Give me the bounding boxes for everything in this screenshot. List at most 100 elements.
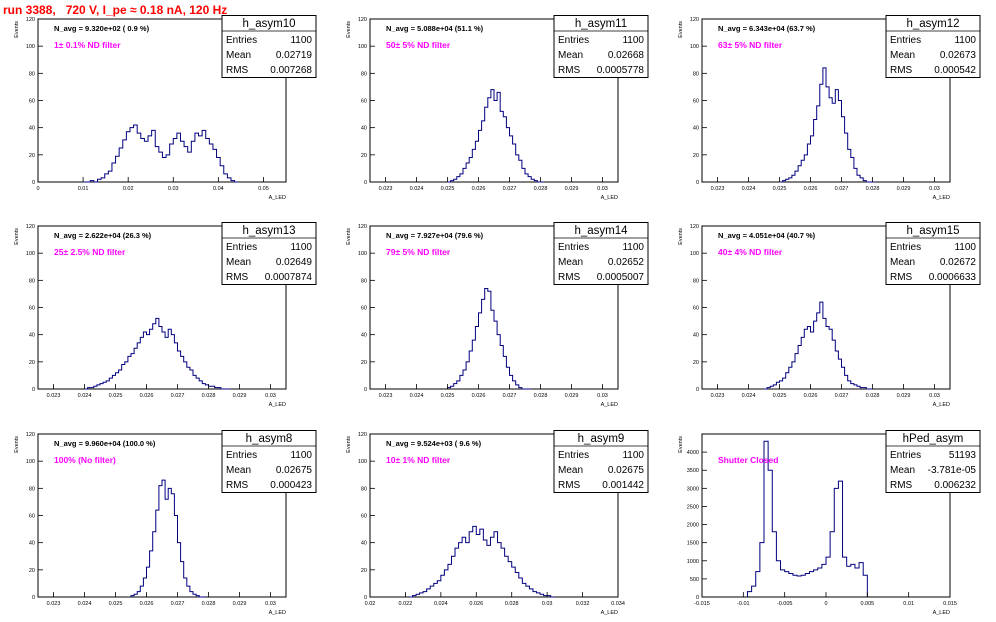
y-axis-label: Events: [346, 21, 352, 38]
x-tick-label: 0.03: [542, 601, 553, 607]
stats-rms-label: RMS: [890, 480, 913, 491]
x-tick-label: 0.024: [434, 601, 448, 607]
histogram-svg: 0.023 0.024 0.025 0.026 0.027 0.028 0.029 0.03 0…: [14, 222, 317, 408]
stats-title: h_asym12: [906, 18, 959, 30]
stats-entries-label: Entries: [890, 242, 921, 253]
y-tick-label: 80: [693, 71, 699, 77]
y-axis-label: Events: [678, 21, 684, 38]
stats-rms-value: 0.0007874: [265, 272, 313, 283]
y-tick-label: 120: [26, 17, 35, 23]
x-tick-label: 0.023: [711, 393, 725, 399]
y-tick-label: 120: [26, 224, 35, 230]
stats-mean-label: Mean: [226, 257, 251, 268]
histogram-line: [83, 124, 239, 183]
n-avg-label: N_avg = 6.343e+04 (63.7 %): [718, 24, 816, 33]
y-tick-label: 40: [693, 126, 699, 132]
x-tick-label: -0.005: [777, 601, 793, 607]
x-axis-label: A_LED: [933, 610, 950, 616]
y-tick-label: 120: [26, 432, 35, 438]
stats-rms-label: RMS: [226, 480, 249, 491]
x-tick-label: 0.027: [835, 186, 849, 192]
y-tick-label: 120: [358, 224, 367, 230]
stats-rms-value: 0.001442: [602, 480, 644, 491]
stats-rms-value: 0.0005778: [597, 65, 645, 76]
page-title: run 3388, 720 V, I_pe ≈ 0.18 nA, 120 Hz: [3, 3, 228, 17]
x-axis-label: A_LED: [269, 610, 286, 616]
stats-entries-value: 1100: [622, 450, 644, 461]
x-tick-label: 0.028: [202, 601, 216, 607]
x-tick-label: 0.023: [47, 601, 61, 607]
stats-rms-label: RMS: [226, 65, 249, 76]
y-tick-label: 20: [29, 568, 35, 574]
y-tick-label: 3500: [687, 468, 699, 474]
y-tick-label: 1500: [687, 541, 699, 547]
y-tick-label: 20: [29, 360, 35, 366]
y-tick-label: 80: [29, 71, 35, 77]
filter-label: 1± 0.1% ND filter: [54, 40, 121, 50]
stats-entries-value: 1100: [290, 450, 312, 461]
x-tick-label: 0.027: [171, 393, 185, 399]
stats-rms-label: RMS: [558, 480, 581, 491]
stats-mean-label: Mean: [890, 50, 915, 61]
x-tick-label: 0.022: [399, 601, 413, 607]
stats-rms-label: RMS: [890, 272, 913, 283]
y-tick-label: 80: [693, 278, 699, 284]
stats-box: [885, 15, 981, 78]
x-tick-label: 0.024: [78, 601, 92, 607]
histogram-pad-h_asym8: 0.023 0.024 0.025 0.026 0.027 0.028 0.029 0.03 0…: [0, 430, 330, 622]
x-tick-label: 0: [36, 186, 39, 192]
n-avg-label: N_avg = 2.622e+04 (26.3 %): [54, 231, 152, 240]
x-tick-label: 0.024: [742, 393, 756, 399]
stats-title: h_asym10: [242, 18, 295, 30]
stats-rms-value: 0.0005007: [597, 272, 645, 283]
y-tick-label: 60: [361, 99, 367, 105]
x-tick-label: 0.026: [472, 393, 486, 399]
y-tick-label: 60: [693, 99, 699, 105]
x-tick-label: 0.03: [597, 186, 608, 192]
histogram-svg: -0.015 -0.01 -0.005 0 0.005 0.01 0.015 0 500 1000…: [678, 430, 981, 616]
y-tick-label: 20: [361, 153, 367, 159]
x-tick-label: 0.025: [109, 393, 123, 399]
stats-rms-value: 0.000423: [270, 480, 312, 491]
x-tick-label: 0.025: [773, 393, 787, 399]
y-tick-label: 60: [693, 306, 699, 312]
x-tick-label: -0.01: [737, 601, 750, 607]
stats-box: [221, 430, 317, 493]
histogram-svg: 0.023 0.024 0.025 0.026 0.027 0.028 0.029 0.03 0…: [346, 222, 649, 408]
x-tick-label: 0.029: [233, 601, 247, 607]
x-tick-label: 0.01: [78, 186, 89, 192]
histogram-pad-h_asym12: 0.023 0.024 0.025 0.026 0.027 0.028 0.029 0.03 0…: [664, 15, 994, 207]
x-tick-label: 0.025: [109, 601, 123, 607]
y-tick-label: 40: [361, 541, 367, 547]
stats-entries-value: 51193: [949, 450, 977, 461]
y-tick-label: 3000: [687, 486, 699, 492]
y-axis-label: Events: [14, 228, 20, 245]
y-tick-label: 40: [361, 126, 367, 132]
stats-title: hPed_asym: [903, 433, 964, 445]
stats-rms-label: RMS: [890, 65, 913, 76]
stats-rms-value: 0.006232: [934, 480, 976, 491]
histogram-line: [779, 67, 876, 183]
y-tick-label: 120: [690, 224, 699, 230]
y-tick-label: 0: [32, 387, 35, 393]
y-tick-label: 20: [693, 153, 699, 159]
stats-mean-value: 0.02649: [276, 257, 313, 268]
x-tick-label: 0: [824, 601, 827, 607]
x-tick-label: 0.029: [897, 186, 911, 192]
stats-box: [221, 15, 317, 78]
x-axis-label: A_LED: [269, 402, 286, 408]
histogram-line: [447, 89, 544, 183]
x-tick-label: 0.01: [903, 601, 914, 607]
y-axis-label: Events: [14, 436, 20, 453]
histogram-line: [130, 479, 206, 598]
y-tick-label: 0: [364, 387, 367, 393]
x-axis-label: A_LED: [933, 402, 950, 408]
histogram-svg: 0.02 0.022 0.024 0.026 0.028 0.03 0.032 0.034 0 2…: [346, 430, 649, 616]
stats-mean-label: Mean: [558, 465, 583, 476]
stats-box: [221, 222, 317, 285]
y-tick-label: 80: [361, 486, 367, 492]
x-tick-label: 0.026: [804, 186, 818, 192]
histogram-line: [746, 440, 868, 597]
filter-label: 100% (No filter): [54, 455, 116, 465]
histogram-svg: 0.023 0.024 0.025 0.026 0.027 0.028 0.029 0.03 0…: [678, 222, 981, 408]
